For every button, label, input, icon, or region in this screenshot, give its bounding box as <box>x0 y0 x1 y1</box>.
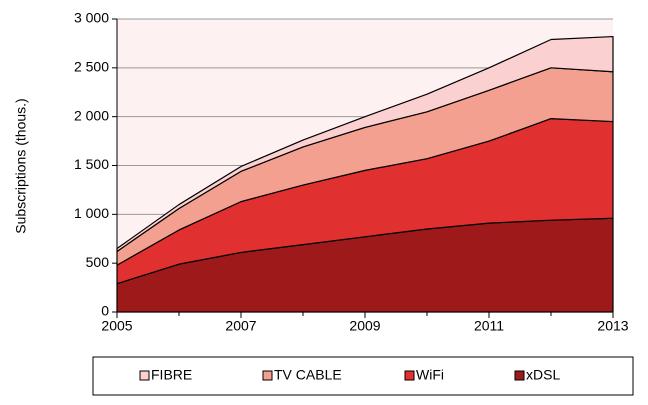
area <box>116 35 614 253</box>
y-tick-label: 2 000 <box>74 107 109 123</box>
legend-label: xDSL <box>526 367 560 383</box>
y-tick-label: 0 <box>101 303 109 319</box>
legend-label: WiFi <box>416 367 444 383</box>
x-tick-label: 2009 <box>349 318 380 334</box>
x-tick-label: 2007 <box>225 318 256 334</box>
legend-label: TV CABLE <box>274 367 342 383</box>
x-tick-label: 2005 <box>101 318 132 334</box>
y-tick-label: 1 500 <box>74 156 109 172</box>
legend-swatch <box>514 370 525 381</box>
y-tick-label: 500 <box>86 254 110 270</box>
y-tick-label: 3 000 <box>74 10 109 26</box>
y-axis-label: Subscriptions (thous.) <box>13 98 29 233</box>
legend <box>92 356 634 396</box>
y-tick-label: 1 000 <box>74 205 109 221</box>
legend-swatch <box>262 370 273 381</box>
legend-label: FIBRE <box>151 367 192 383</box>
y-tick-label: 2 500 <box>74 59 109 75</box>
legend-swatch <box>139 370 150 381</box>
x-tick-label: 2011 <box>474 318 504 334</box>
x-tick-label: 2013 <box>597 318 628 334</box>
legend-swatch <box>404 370 415 381</box>
